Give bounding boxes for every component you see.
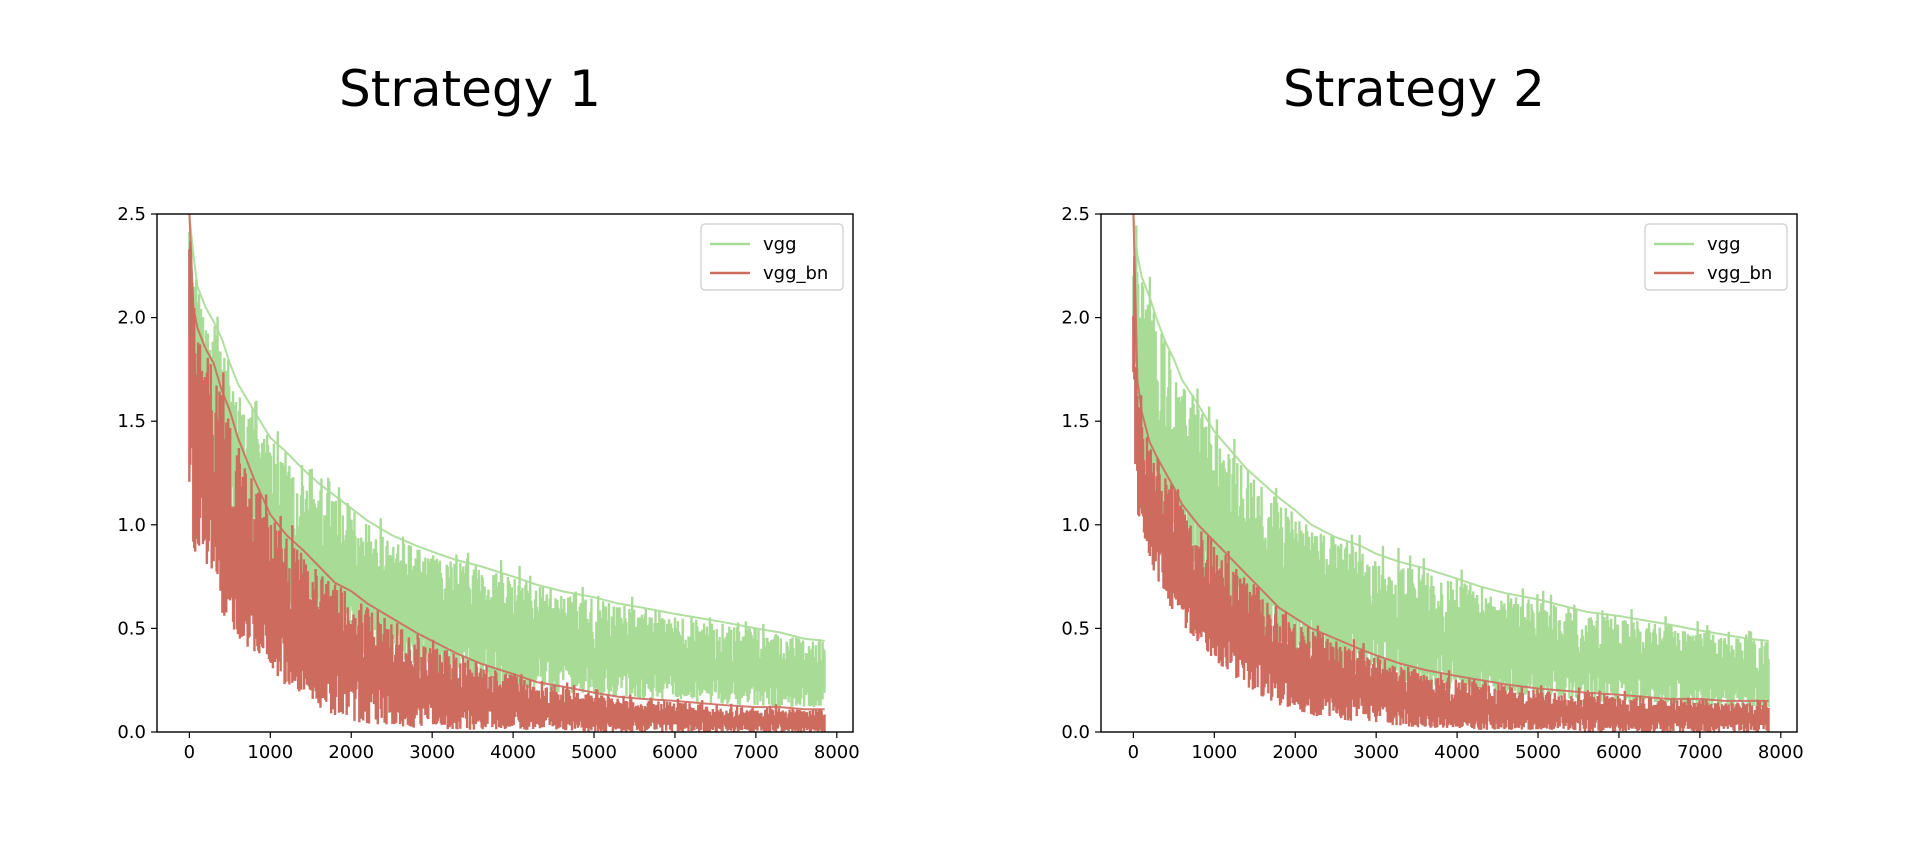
- series-upper-edge: [188, 214, 825, 642]
- x-axis: 0 1000 2000 3000 4000 5000 6000 7000 8000: [1128, 732, 1804, 763]
- x-tick-label: 2000: [328, 742, 374, 763]
- axes-frame: [1100, 213, 1798, 733]
- chart-title: Strategy 1: [339, 60, 601, 118]
- x-tick-label: 8000: [814, 742, 860, 763]
- x-tick-label: 7000: [1677, 742, 1723, 763]
- y-tick-label: 2.5: [117, 204, 146, 225]
- x-tick-label: 6000: [652, 742, 698, 763]
- series-vgg-bn: [188, 214, 826, 732]
- series-upper-edge: [1132, 214, 1769, 642]
- y-tick-label: 1.5: [117, 411, 146, 432]
- x-tick-label: 1000: [1191, 742, 1237, 763]
- series-upper-edge: [1132, 214, 1769, 702]
- plot-area: [1132, 214, 1770, 732]
- y-tick-label: 0.0: [1061, 722, 1090, 743]
- series-upper-edge: [188, 214, 825, 711]
- y-axis: 0.0 0.5 1.0 1.5 2.0 2.5: [117, 204, 157, 743]
- y-tick-label: 2.0: [117, 308, 146, 329]
- line-chart: 0 1000 2000 3000 4000 5000 6000 7000 8000 0.0 0.5 1…: [117, 204, 860, 763]
- x-tick-label: 0: [1128, 742, 1139, 763]
- y-tick-label: 2.0: [1061, 308, 1090, 329]
- x-tick-label: 3000: [409, 742, 455, 763]
- axes-frame: [156, 213, 854, 733]
- x-tick-label: 7000: [733, 742, 779, 763]
- y-tick-label: 1.0: [1061, 515, 1090, 536]
- legend: vgg vgg_bn: [700, 223, 844, 291]
- x-tick-label: 5000: [1515, 742, 1561, 763]
- chart-title: Strategy 2: [1283, 60, 1545, 118]
- legend: vgg vgg_bn: [1644, 223, 1788, 291]
- series-line: [1132, 256, 1770, 732]
- series-line: [188, 241, 826, 732]
- plot-area: [188, 214, 826, 732]
- x-tick-label: 8000: [1758, 742, 1804, 763]
- x-tick-label: 4000: [490, 742, 536, 763]
- y-tick-label: 2.5: [1061, 204, 1090, 225]
- x-tick-label: 5000: [571, 742, 617, 763]
- y-tick-label: 1.0: [117, 515, 146, 536]
- legend-label: vgg: [763, 234, 797, 255]
- y-tick-label: 1.5: [1061, 411, 1090, 432]
- legend-label: vgg_bn: [763, 263, 828, 284]
- series-vgg-bn: [1132, 214, 1770, 732]
- line-chart: 0 1000 2000 3000 4000 5000 6000 7000 8000 0.0 0.5 1…: [1061, 204, 1804, 763]
- x-tick-label: 0: [184, 742, 195, 763]
- x-tick-label: 4000: [1434, 742, 1480, 763]
- chart-panel-strategy-1: Strategy 1 0 1000 2000 3000 4000 5000 6000 7000…: [0, 0, 940, 866]
- x-tick-label: 1000: [247, 742, 293, 763]
- y-tick-label: 0.5: [1061, 618, 1090, 639]
- y-axis: 0.0 0.5 1.0 1.5 2.0 2.5: [1061, 204, 1101, 743]
- series-vgg: [1132, 214, 1770, 708]
- x-tick-label: 6000: [1596, 742, 1642, 763]
- legend-label: vgg_bn: [1707, 263, 1772, 284]
- x-tick-label: 3000: [1353, 742, 1399, 763]
- legend-label: vgg: [1707, 234, 1741, 255]
- chart-panel-strategy-2: Strategy 2 0 1000 2000 3000 4000 5000 6000 7000…: [944, 0, 1884, 866]
- x-tick-label: 2000: [1272, 742, 1318, 763]
- x-axis: 0 1000 2000 3000 4000 5000 6000 7000 8000: [184, 732, 860, 763]
- y-tick-label: 0.0: [117, 722, 146, 743]
- y-tick-label: 0.5: [117, 618, 146, 639]
